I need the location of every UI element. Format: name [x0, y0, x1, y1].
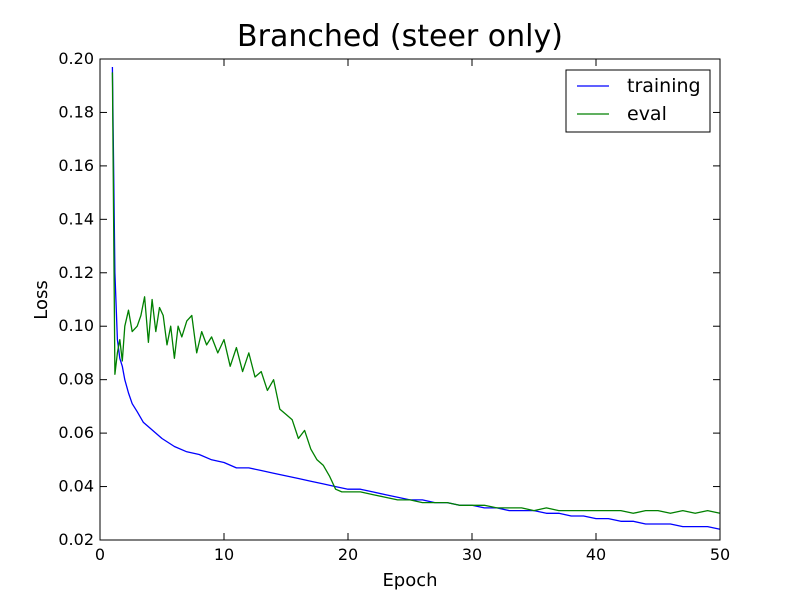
y-tick-label: 0.18 [58, 102, 94, 121]
y-tick-label: 0.12 [58, 263, 94, 282]
x-tick-label: 40 [586, 545, 606, 564]
y-tick-label: 0.02 [58, 530, 94, 549]
y-tick-label: 0.06 [58, 423, 94, 442]
legend: training eval [565, 69, 711, 133]
plot-frame [99, 58, 721, 541]
y-tick-label: 0.14 [58, 209, 94, 228]
x-tick-label: 20 [338, 545, 358, 564]
x-tick-label: 50 [710, 545, 730, 564]
x-tick-label: 0 [95, 545, 105, 564]
y-tick-label: 0.04 [58, 477, 94, 496]
legend-label-eval: eval [627, 103, 667, 125]
y-tick-label: 0.16 [58, 156, 94, 175]
series-line-training [111, 66, 721, 530]
x-tick-label: 10 [214, 545, 234, 564]
y-tick-label: 0.08 [58, 370, 94, 389]
legend-box [565, 69, 711, 133]
y-tick-label: 0.10 [58, 316, 94, 335]
y-tick-label: 0.20 [58, 49, 94, 68]
axis-ticks: 0 10 20 30 40 50 0.02 0.04 0.06 0.08 0.10 0.12 0.14 0… [58, 49, 730, 564]
series-line-eval [111, 72, 721, 514]
y-axis-label: Loss [31, 280, 52, 319]
x-axis-label: Epoch [382, 570, 437, 591]
plot-series [111, 66, 721, 530]
chart-title: Branched (steer only) [237, 19, 563, 54]
x-tick-label: 30 [462, 545, 482, 564]
legend-label-training: training [627, 75, 701, 97]
